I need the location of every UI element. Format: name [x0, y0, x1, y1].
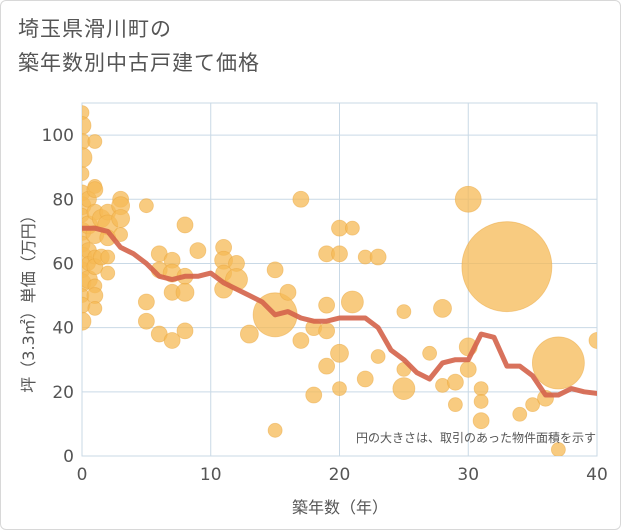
- scatter-point: [318, 296, 336, 314]
- y-tick-label: 20: [52, 383, 74, 403]
- scatter-point: [525, 397, 541, 413]
- scatter-point: [138, 198, 154, 214]
- scatter-point: [86, 181, 104, 199]
- y-tick-label: 100: [42, 126, 74, 146]
- scatter-point: [82, 116, 92, 135]
- scatter-point: [82, 147, 93, 168]
- scatter-point: [163, 332, 181, 349]
- scatter-point: [330, 343, 349, 363]
- scatter-point: [82, 105, 90, 121]
- scatter-point: [369, 248, 387, 266]
- scatter-point: [176, 322, 194, 340]
- scatter-point: [512, 406, 528, 422]
- title-line-1: 埼玉県滑川町の: [18, 17, 172, 41]
- scatter-point: [473, 394, 489, 409]
- scatter-point: [531, 336, 585, 390]
- x-tick-label: 40: [586, 465, 608, 485]
- scatter-point: [87, 134, 103, 149]
- scatter-point: [266, 261, 284, 279]
- scatter-point: [176, 216, 194, 234]
- scatter-point: [82, 311, 92, 331]
- scatter-point: [87, 300, 103, 316]
- scatter-point: [279, 283, 297, 301]
- scatter-point: [305, 386, 323, 404]
- y-axis-label: 坪（3.3㎡）単価（万円）: [19, 207, 38, 392]
- x-tick-label: 30: [457, 465, 479, 485]
- trend-line-group: [82, 225, 597, 398]
- scatter-point: [433, 298, 452, 318]
- scatter-point: [137, 312, 155, 330]
- scatter-point: [292, 190, 310, 208]
- scatter-point: [422, 345, 438, 361]
- scatter-point: [454, 185, 482, 213]
- scatter-point: [550, 442, 566, 456]
- axes: 0 10 20 30 40 0 20 40 60 80 100: [42, 126, 608, 485]
- scatter-point: [459, 360, 477, 378]
- scatter-point: [318, 357, 336, 375]
- trend-line: [82, 225, 597, 398]
- scatter-point: [175, 282, 195, 302]
- y-tick-label: 60: [52, 254, 74, 274]
- title-line-2: 築年数別中古戸建て価格: [18, 51, 260, 75]
- scatter-point: [332, 381, 347, 397]
- scatter-point: [340, 290, 364, 314]
- scatter-point: [588, 332, 597, 349]
- scatter-point: [331, 245, 348, 263]
- scatter-point: [267, 422, 283, 438]
- scatter-point: [344, 220, 360, 236]
- scatter-point: [472, 412, 490, 430]
- scatter-point: [82, 166, 90, 181]
- x-tick-label: 10: [200, 465, 222, 485]
- scatter-point: [318, 322, 336, 340]
- scatter-point: [396, 304, 412, 319]
- chart-title: 埼玉県滑川町の 築年数別中古戸建て価格: [18, 12, 260, 80]
- scatter-point: [446, 373, 464, 391]
- y-tick-label: 80: [52, 190, 74, 210]
- y-tick-label: 40: [52, 319, 74, 339]
- scatter-point: [113, 227, 129, 242]
- scatter-point: [292, 332, 310, 349]
- scatter-point: [356, 370, 374, 388]
- scatter-point: [447, 397, 463, 413]
- scatter-bubbles: [82, 105, 597, 456]
- scatter-point: [100, 265, 116, 281]
- scatter-point: [189, 242, 207, 260]
- scatter-point: [461, 221, 553, 313]
- scatter-point: [370, 349, 386, 364]
- scatter-point: [100, 249, 116, 265]
- x-tick-label: 20: [329, 465, 351, 485]
- y-tick-label: 0: [63, 447, 74, 467]
- x-axis-label: 築年数（年）: [292, 498, 388, 517]
- size-annotation: 円の大きさは、取引のあった物件面積を示す: [356, 430, 596, 445]
- scatter-point: [137, 293, 155, 311]
- scatter-point: [392, 377, 416, 401]
- scatter-point: [473, 381, 489, 397]
- x-tick-label: 0: [77, 465, 88, 485]
- scatter-point: [111, 209, 131, 228]
- scatter-point: [239, 324, 259, 344]
